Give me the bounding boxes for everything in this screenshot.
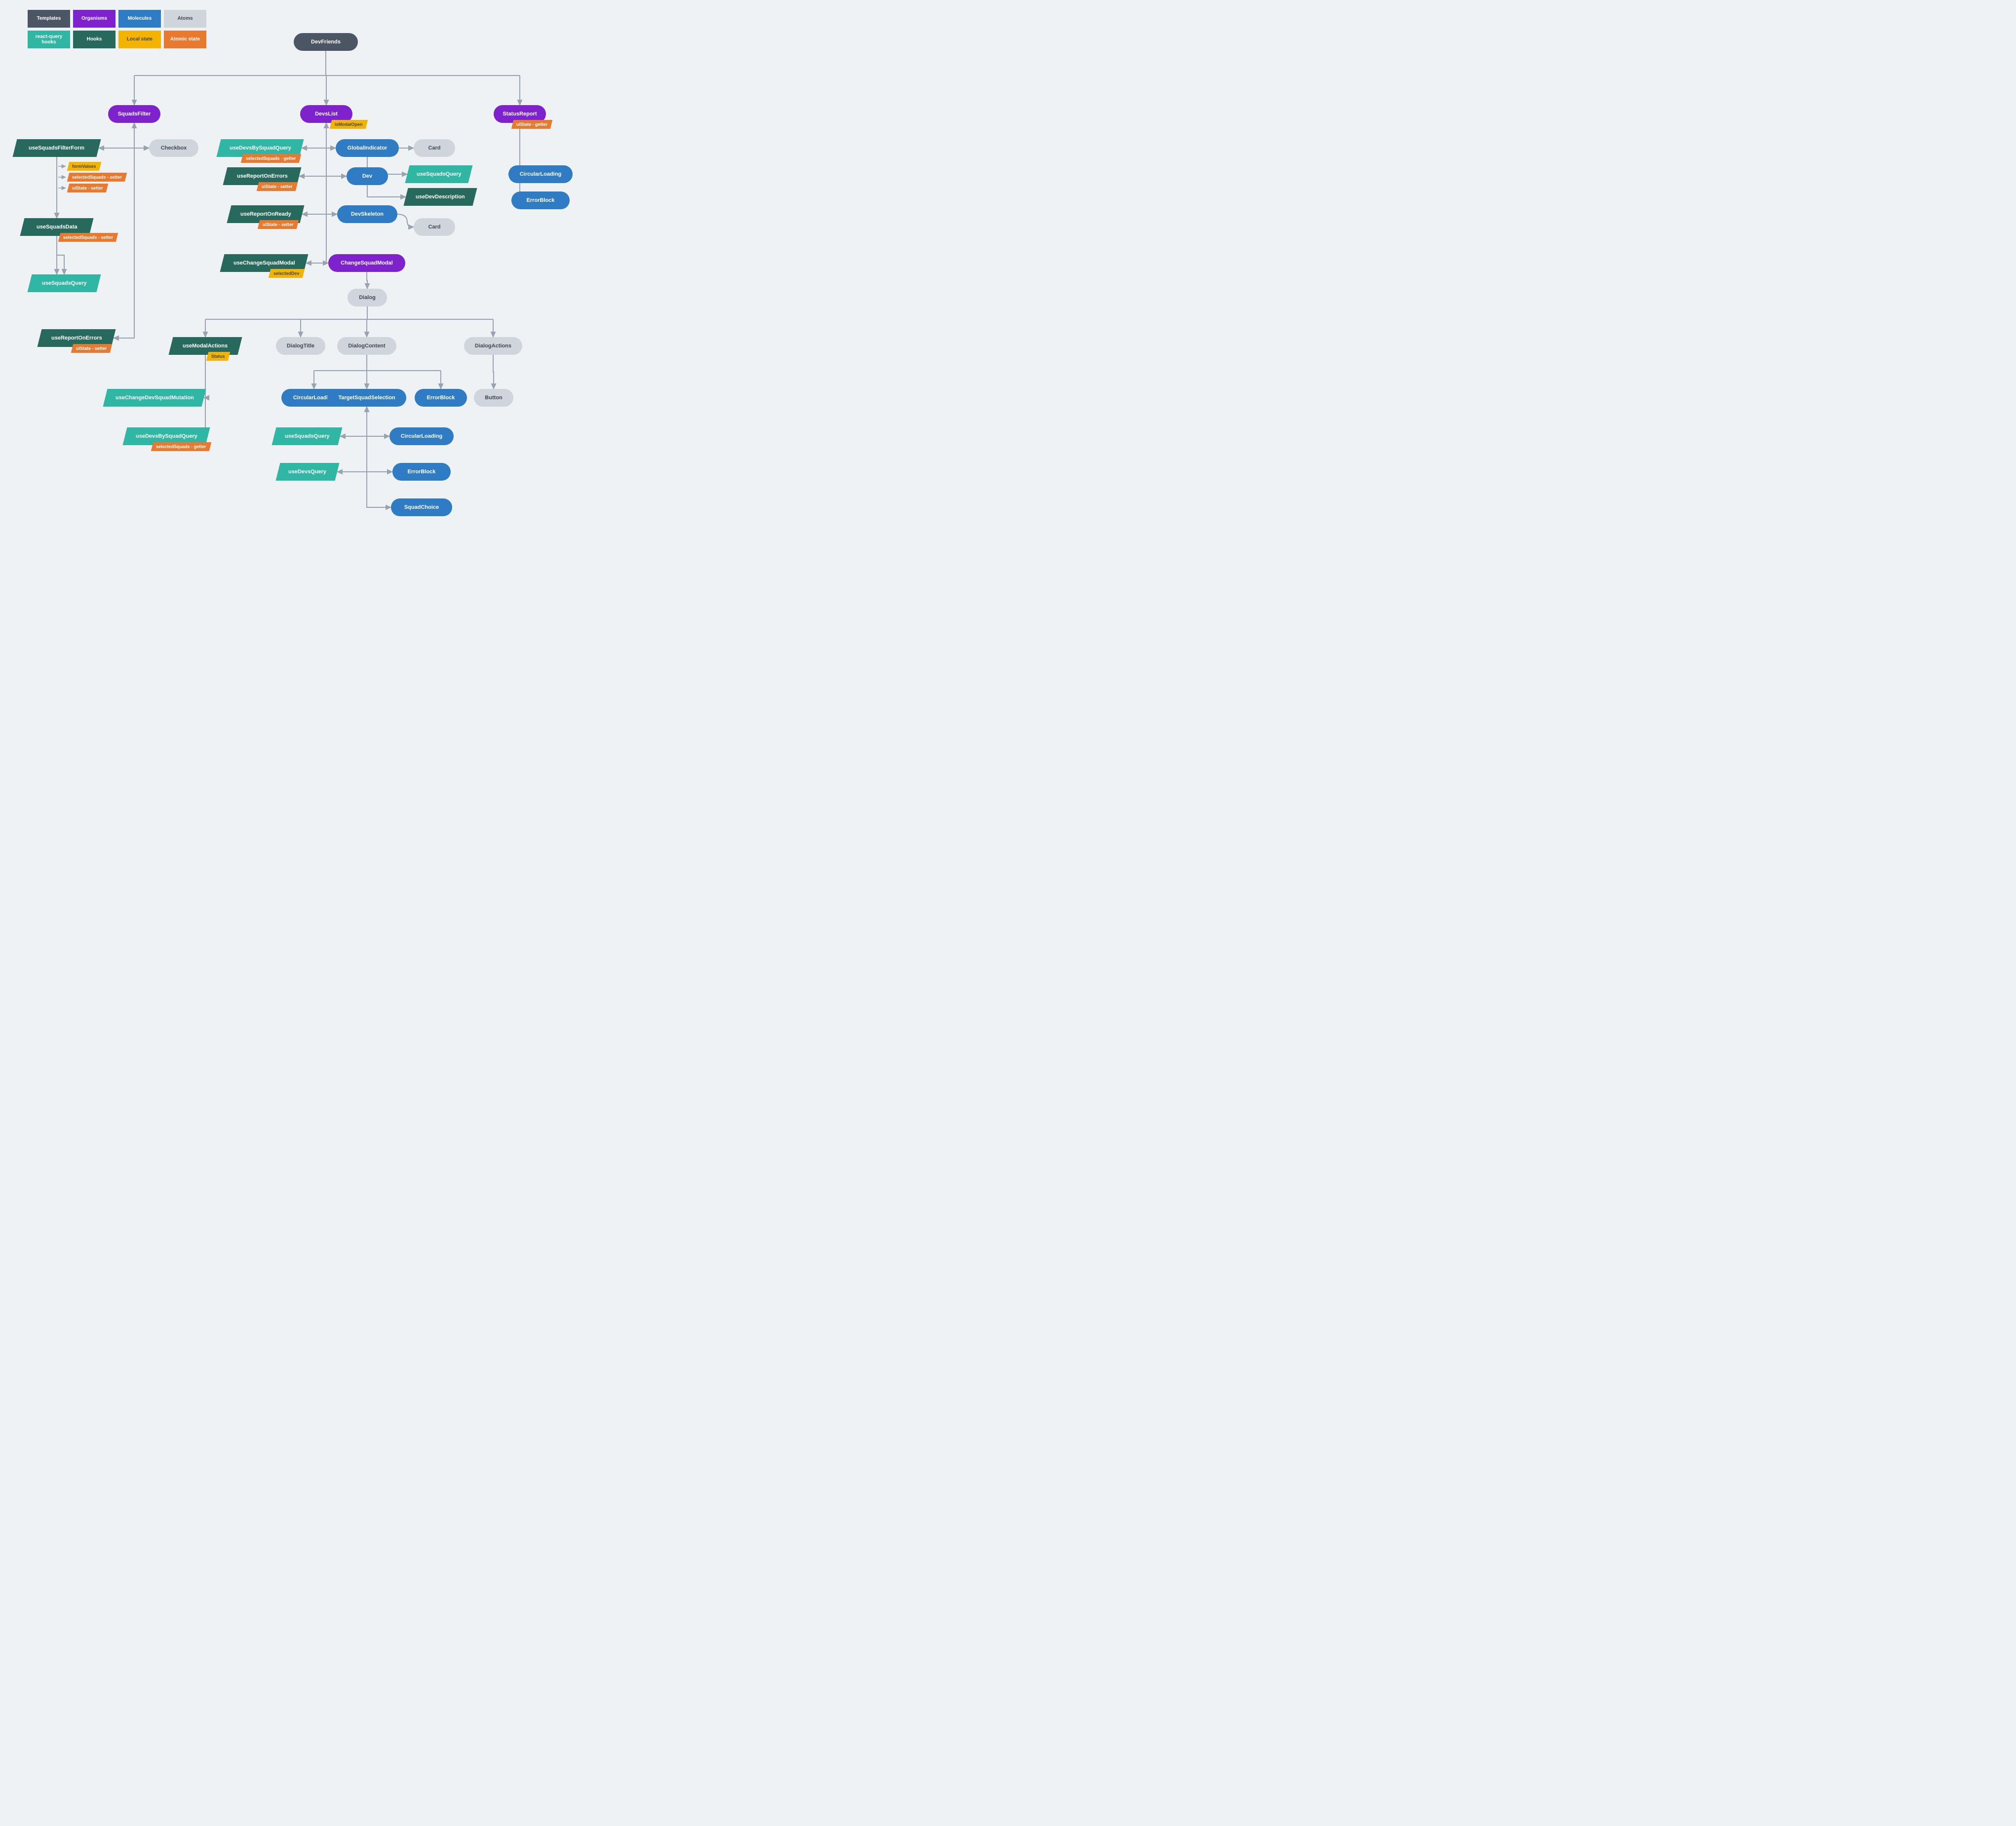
legend-item: Organisms (73, 10, 116, 28)
node-card1: Card (414, 139, 455, 157)
node-squadchoice: SquadChoice (391, 498, 452, 516)
legend-item: Atomic state (164, 31, 206, 48)
tag-uistate_setter2: uiState - setter (71, 344, 112, 353)
legend-item: Local state (118, 31, 161, 48)
legend-item: Atoms (164, 10, 206, 28)
node-usesquadsfilterform: useSquadsFilterForm (13, 139, 101, 157)
tag-selectedsquads_getter1: selectedSquads - getter (241, 154, 301, 163)
node-usedevsquery: useDevsQuery (276, 463, 340, 481)
node-usesquadsquery1: useSquadsQuery (28, 274, 101, 292)
node-circularloading1: CircularLoading (508, 165, 573, 183)
legend-grid: TemplatesOrganismsMoleculesAtoms react-qu… (28, 10, 206, 48)
tag-selectedsquads_getter2: selectedSquads - getter (151, 442, 211, 451)
tag-formvalues: formValues (67, 162, 101, 171)
legend-item: Molecules (118, 10, 161, 28)
legend-item: react-query hooks (28, 31, 70, 48)
node-card2: Card (414, 218, 455, 236)
node-circularloading3: CircularLoading (389, 427, 454, 445)
node-errorblock1: ErrorBlock (511, 191, 570, 209)
tag-selectedsquads_setter2: selectedSquads - setter (58, 233, 118, 242)
node-dialogcontent: DialogContent (337, 337, 396, 355)
node-dialog: Dialog (348, 289, 387, 306)
tag-status: Status (206, 352, 230, 361)
tag-uistate_getter: uiState - getter (511, 120, 553, 129)
node-errorblock3: ErrorBlock (392, 463, 451, 481)
tag-ismodalopen: isModalOpen (330, 120, 368, 129)
tag-selecteddev: selectedDev (269, 269, 305, 278)
node-errorblock2: ErrorBlock (415, 389, 467, 407)
legend-item: Templates (28, 10, 70, 28)
node-changesquadmodal: ChangeSquadModal (328, 254, 405, 272)
node-dialogactions: DialogActions (464, 337, 522, 355)
node-globalindicator: GlobalIndicator (336, 139, 399, 157)
node-usesquadsquery2: useSquadsQuery (405, 165, 473, 183)
node-squadsfilter: SquadsFilter (108, 105, 160, 123)
node-usemodalactions: useModalActions (169, 337, 242, 355)
diagram-canvas: TemplatesOrganismsMoleculesAtoms react-qu… (0, 0, 594, 538)
tag-uistate_setter1: uiState - setter (67, 184, 108, 192)
node-usesquadsquery3: useSquadsQuery (272, 427, 343, 445)
tag-uistate_setter3: uiState - setter (257, 182, 298, 191)
node-checkbox: Checkbox (149, 139, 198, 157)
node-button: Button (474, 389, 513, 407)
tag-uistate_setter4: uiState - setter (258, 220, 299, 229)
tag-selectedsquads_setter1: selectedSquads - setter (67, 173, 127, 182)
node-dev: Dev (347, 167, 388, 185)
node-targetsquadselection: TargetSquadSelection (327, 389, 406, 407)
legend-item: Hooks (73, 31, 116, 48)
node-devfriends: DevFriends (294, 33, 358, 51)
node-dialogtitle: DialogTitle (276, 337, 325, 355)
node-usedevdescription: useDevDescription (404, 188, 477, 206)
node-devskeleton: DevSkeleton (337, 205, 397, 223)
node-usechangedevsquadmutation: useChangeDevSquadMutation (103, 389, 206, 407)
